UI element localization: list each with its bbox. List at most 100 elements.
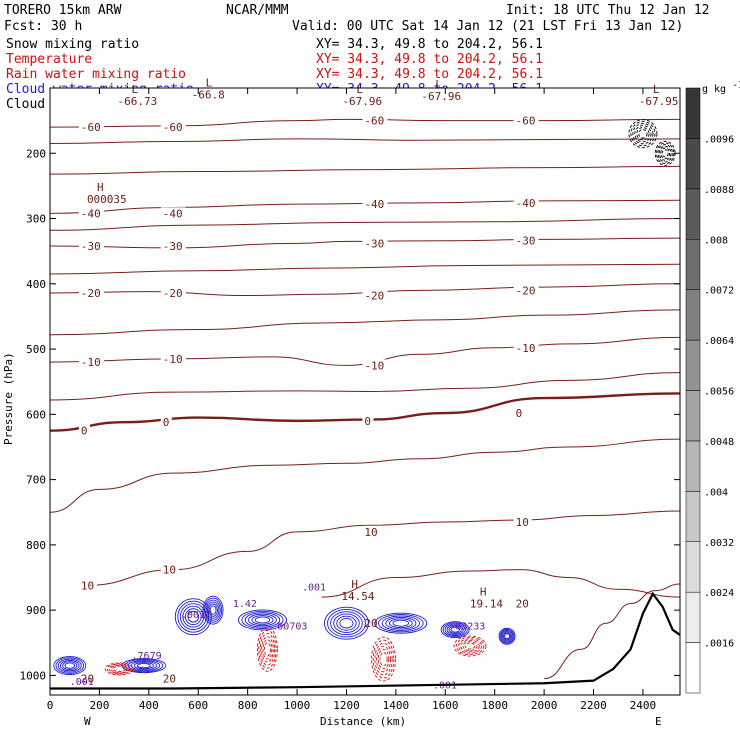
- y-tick-label: 700: [26, 474, 46, 487]
- contour-label-bg: [160, 416, 172, 428]
- x-tick-label: 800: [238, 699, 258, 712]
- field-extent: XY= 34.3, 49.8 to 204.2, 56.1: [316, 52, 543, 67]
- cloud-water-contour: [501, 631, 513, 642]
- inline-label: 1.42: [233, 599, 257, 610]
- inline-label: .0017: [181, 610, 211, 621]
- contour-label: -40: [516, 197, 536, 210]
- cloud-water-contour: [450, 626, 460, 633]
- colorbar-tick-label: .0056: [704, 387, 734, 398]
- contour-label: -30: [516, 235, 536, 248]
- rain-water-contour: [379, 652, 388, 667]
- x-tick-label: 1600: [432, 699, 459, 712]
- field-extent: XY= 34.3, 49.8 to 204.2, 56.1: [316, 37, 543, 52]
- contour-label-bg: [160, 286, 186, 298]
- inline-label: 00703: [277, 622, 307, 633]
- contour-label-bg: [362, 414, 374, 426]
- snow-contour: [638, 129, 648, 139]
- rain-water-contour: [263, 642, 271, 657]
- rain-water-contour: [262, 639, 273, 660]
- inline-label: .001: [302, 583, 326, 594]
- cloud-water-contour: [205, 599, 221, 621]
- colorbar-bin: [685, 339, 701, 391]
- colorbar-unit-exp: -1: [732, 80, 740, 91]
- cloud-water-contour: [499, 628, 515, 644]
- cloud-water-contour: [53, 656, 87, 676]
- header: TORERO 15km ARW NCAR/MMM Init: 18 UTC Th…: [4, 3, 710, 34]
- cloud-water-contour: [184, 608, 202, 626]
- contour-label-bg: [78, 286, 104, 298]
- low-value: -67.95: [639, 95, 679, 108]
- colorbar-tick-label: .0096: [704, 134, 734, 145]
- x-tick-label: 600: [188, 699, 208, 712]
- temperature-contour: [49, 165, 681, 175]
- axes: 0 200 400 600 800 1000 1200 1400 1600 1800 2000 220…: [20, 88, 680, 712]
- contour-label: -40: [163, 207, 183, 220]
- rain-water-contour: [460, 639, 480, 653]
- contour-label-bg: [160, 352, 186, 364]
- cloud-water-contour: [204, 597, 223, 623]
- valid-time: Valid: 00 UTC Sat 14 Jan 12 (21 LST Fri …: [292, 19, 683, 34]
- contour-label-bg: [513, 407, 525, 419]
- cloud-water-contour: [177, 600, 210, 633]
- temperature-contour: [49, 438, 681, 513]
- colorbar-tick-label: .0072: [704, 286, 734, 297]
- cloud-water-contour: [55, 657, 84, 674]
- low-value: -66.73: [118, 95, 158, 108]
- colorbar-tick-label: .0088: [704, 185, 734, 196]
- plot-area: -60 -60 -60 -60 -40 -40 -40 -40 -30 -30 -30 -30 -20 -…: [49, 77, 681, 696]
- temperature-contour: [321, 569, 681, 598]
- contour-label-bg: [78, 579, 97, 591]
- cloud-water-contour: [136, 663, 151, 669]
- cloud-water-contour: [241, 610, 284, 629]
- x-tick-label: 2000: [531, 699, 558, 712]
- colorbar-bin: [685, 390, 701, 442]
- field-extent: XY= 34.3, 49.8 to 204.2, 56.1: [316, 67, 543, 82]
- contour-label-bg: [160, 239, 186, 251]
- contour-label-bg: [513, 284, 539, 296]
- cloud-water-contour: [64, 662, 76, 669]
- x-tick-label: 1800: [481, 699, 508, 712]
- rain-water-contour: [256, 626, 278, 672]
- contour-label: 20: [364, 617, 377, 630]
- snow-contour: [628, 119, 658, 149]
- contour-label: -20: [81, 287, 101, 300]
- contour-label-bg: [78, 121, 104, 133]
- cloud-water-contour: [330, 611, 363, 636]
- rain-water-contour: [464, 642, 476, 650]
- contour-label: 20: [81, 673, 94, 686]
- cloud-water-contour: [388, 618, 413, 629]
- rain-water-contour: [458, 638, 482, 654]
- contour-label: -60: [516, 115, 536, 128]
- field-name: Temperature: [6, 52, 92, 67]
- rain-water-contour: [258, 629, 277, 669]
- inline-label: .001: [70, 677, 94, 688]
- cloud-water-contour: [374, 612, 428, 634]
- high-marker: H: [351, 578, 358, 591]
- contour-label-bg: [513, 341, 539, 353]
- low-value: -67.96: [342, 95, 382, 108]
- rain-water-contour: [374, 642, 393, 676]
- snow-contour: [660, 147, 671, 159]
- y-tick-label: 500: [26, 343, 46, 356]
- x-tick-label: 0: [47, 699, 54, 712]
- rain-water-contour: [453, 635, 487, 657]
- colorbar-tick-label: .0032: [704, 538, 734, 549]
- contour-label: 10: [163, 564, 176, 577]
- cloud-water-contour: [378, 614, 424, 633]
- contour-label: -10: [516, 342, 536, 355]
- rain-water-contour: [259, 633, 276, 666]
- y-tick-label: 200: [26, 147, 46, 160]
- contour-label: -60: [81, 121, 101, 134]
- contour-label-bg: [160, 207, 186, 219]
- contour-label: -10: [163, 353, 183, 366]
- y-tick-label: 600: [26, 408, 46, 421]
- rain-water-contour: [108, 664, 130, 674]
- contour-label-bg: [362, 359, 388, 371]
- contour-label-bg: [362, 289, 388, 301]
- rain-water-contour: [261, 636, 274, 663]
- x-tick-label: 1400: [383, 699, 410, 712]
- temperature-contour: [49, 199, 681, 214]
- y-axis-label: Pressure (hPa): [2, 352, 15, 445]
- model-title: TORERO 15km ARW: [4, 3, 122, 18]
- y-tick-label: 800: [26, 539, 46, 552]
